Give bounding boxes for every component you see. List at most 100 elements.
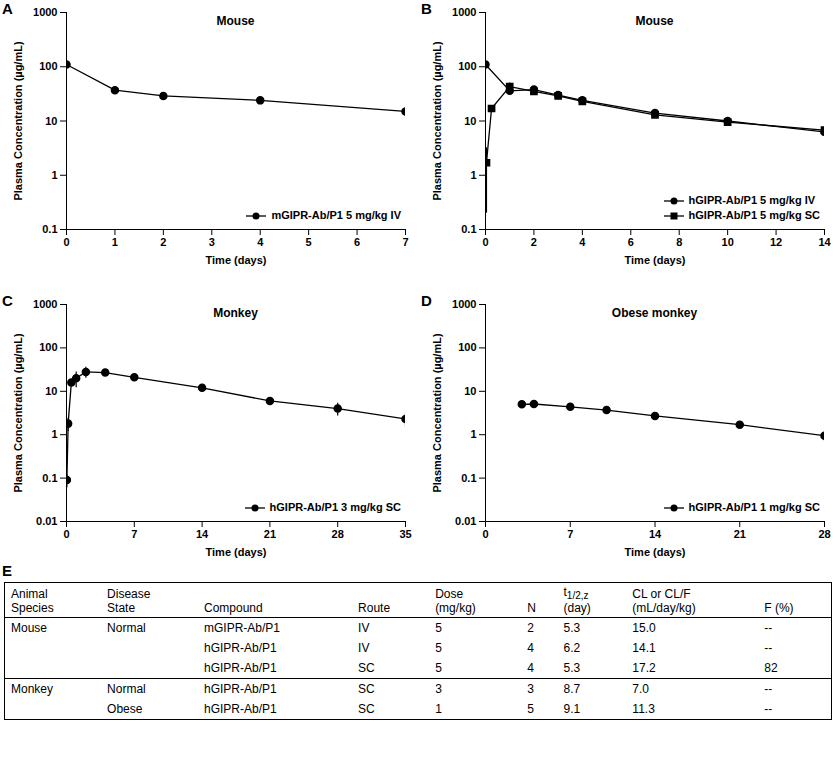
svg-text:10: 10: [464, 385, 476, 397]
html-text:Species: Species: [11, 601, 54, 616]
html-text:6.2: 6.2: [563, 641, 581, 656]
svg-text:14: 14: [818, 236, 831, 248]
svg-text:7: 7: [567, 528, 573, 540]
svg-text:100: 100: [458, 341, 476, 353]
svg-text:1: 1: [470, 428, 476, 440]
svg-text:Time (days): Time (days): [206, 254, 267, 266]
svg-text:5: 5: [306, 236, 312, 248]
html-text:SC: SC: [358, 661, 375, 676]
svg-text:6: 6: [628, 236, 634, 248]
html-text:82: 82: [764, 661, 778, 676]
svg-text:0.1: 0.1: [461, 472, 476, 484]
svg-text:2: 2: [160, 236, 166, 248]
svg-text:21: 21: [734, 528, 746, 540]
html-text:(mL/day/kg): (mL/day/kg): [632, 601, 696, 616]
html-text:CL or CL/F: CL or CL/F: [632, 587, 691, 602]
svg-text:8: 8: [676, 236, 682, 248]
svg-text:4: 4: [579, 236, 586, 248]
svg-text:1: 1: [51, 428, 57, 440]
svg-text:1000: 1000: [452, 298, 476, 310]
svg-text:4: 4: [257, 236, 264, 248]
html-text:9.1: 9.1: [563, 702, 581, 717]
svg-text:21: 21: [264, 528, 276, 540]
svg-text:14: 14: [196, 528, 209, 540]
svg-text:14: 14: [649, 528, 662, 540]
html-text:t1/2,z: t1/2,z: [563, 585, 589, 602]
html-text:hGIPR-Ab/P1: hGIPR-Ab/P1: [204, 702, 277, 717]
html-text:Monkey: Monkey: [213, 306, 258, 320]
svg-text:0.01: 0.01: [36, 515, 57, 527]
svg-text:12: 12: [770, 236, 782, 248]
svg-text:6: 6: [354, 236, 360, 248]
svg-text:Time (days): Time (days): [625, 546, 686, 558]
svg-text:28: 28: [332, 528, 344, 540]
html-text:Obese monkey: Obese monkey: [611, 306, 698, 320]
html-text:Route: Route: [358, 601, 391, 616]
svg-text:Plasma Concentration (µg/mL): Plasma Concentration (µg/mL): [431, 333, 443, 492]
svg-text:Plasma Concentration (µg/mL): Plasma Concentration (µg/mL): [12, 41, 24, 200]
html-text:Mouse: Mouse: [11, 621, 47, 636]
svg-text:Plasma Concentration (µg/mL): Plasma Concentration (µg/mL): [12, 333, 24, 492]
svg-text:Time (days): Time (days): [206, 546, 267, 558]
html-text:State: State: [107, 601, 136, 616]
html-text:Animal: Animal: [11, 587, 48, 602]
svg-text:0: 0: [482, 528, 488, 540]
svg-text:1000: 1000: [33, 298, 57, 310]
html-text:mGIPR-Ab/P1 5 mg/kg IV: mGIPR-Ab/P1 5 mg/kg IV: [271, 209, 401, 221]
html-text:15.0: 15.0: [632, 621, 656, 636]
svg-text:7: 7: [131, 528, 137, 540]
svg-text:1: 1: [470, 169, 476, 181]
html-text:5.3: 5.3: [563, 661, 581, 676]
svg-text:100: 100: [39, 60, 57, 72]
svg-text:35: 35: [399, 528, 411, 540]
svg-text:1000: 1000: [452, 6, 476, 18]
html-text:Monkey: Monkey: [11, 682, 53, 697]
svg-text:0: 0: [63, 528, 69, 540]
html-text:Mouse: Mouse: [635, 14, 674, 28]
svg-text:10: 10: [45, 115, 57, 127]
html-text:mGIPR-Ab/P1: mGIPR-Ab/P1: [204, 621, 280, 636]
svg-text:3: 3: [209, 236, 215, 248]
html-text:11.3: 11.3: [632, 702, 655, 717]
html-text:hGIPR-Ab/P1 5 mg/kg IV: hGIPR-Ab/P1 5 mg/kg IV: [688, 194, 816, 206]
svg-text:28: 28: [818, 528, 830, 540]
html-text:14.1: 14.1: [632, 641, 656, 656]
svg-text:0.01: 0.01: [455, 515, 476, 527]
html-text:Normal: Normal: [107, 621, 146, 636]
svg-text:Plasma Concentration (µg/mL): Plasma Concentration (µg/mL): [431, 41, 443, 200]
svg-text:0.1: 0.1: [42, 472, 57, 484]
svg-text:10: 10: [45, 385, 57, 397]
html-text:(mg/kg): (mg/kg): [435, 601, 476, 616]
html-text:5.3: 5.3: [563, 621, 581, 636]
svg-text:10: 10: [464, 115, 476, 127]
svg-text:2: 2: [531, 236, 537, 248]
html-text:SC: SC: [358, 702, 375, 717]
svg-text:1000: 1000: [33, 6, 57, 18]
svg-text:10: 10: [722, 236, 734, 248]
svg-text:0: 0: [63, 236, 69, 248]
html-text:F (%): F (%): [764, 601, 794, 616]
html-text:hGIPR-Ab/P1: hGIPR-Ab/P1: [204, 682, 277, 697]
svg-text:0.1: 0.1: [42, 223, 57, 235]
html-text:(day): (day): [563, 601, 591, 616]
svg-text:100: 100: [458, 60, 476, 72]
svg-text:0: 0: [482, 236, 488, 248]
html-text:Compound: Compound: [204, 601, 263, 616]
html-text:8.7: 8.7: [563, 682, 581, 697]
svg-text:1: 1: [112, 236, 118, 248]
html-text:hGIPR-Ab/P1: hGIPR-Ab/P1: [204, 661, 277, 676]
html-text:SC: SC: [358, 682, 375, 697]
html-text:Obese: Obese: [107, 702, 143, 717]
html-text:Mouse: Mouse: [216, 14, 255, 28]
svg-text:7: 7: [402, 236, 408, 248]
svg-text:0.1: 0.1: [461, 223, 476, 235]
svg-text:Time (days): Time (days): [625, 254, 686, 266]
html-text:Normal: Normal: [107, 682, 146, 697]
html-text:Dose: Dose: [435, 587, 464, 602]
svg-text:100: 100: [39, 341, 57, 353]
html-text:17.2: 17.2: [632, 661, 656, 676]
html-text:Disease: Disease: [107, 587, 151, 602]
svg-text:1: 1: [51, 169, 57, 181]
html-text:7.0: 7.0: [632, 682, 649, 697]
html-text:hGIPR-Ab/P1: hGIPR-Ab/P1: [204, 641, 277, 656]
